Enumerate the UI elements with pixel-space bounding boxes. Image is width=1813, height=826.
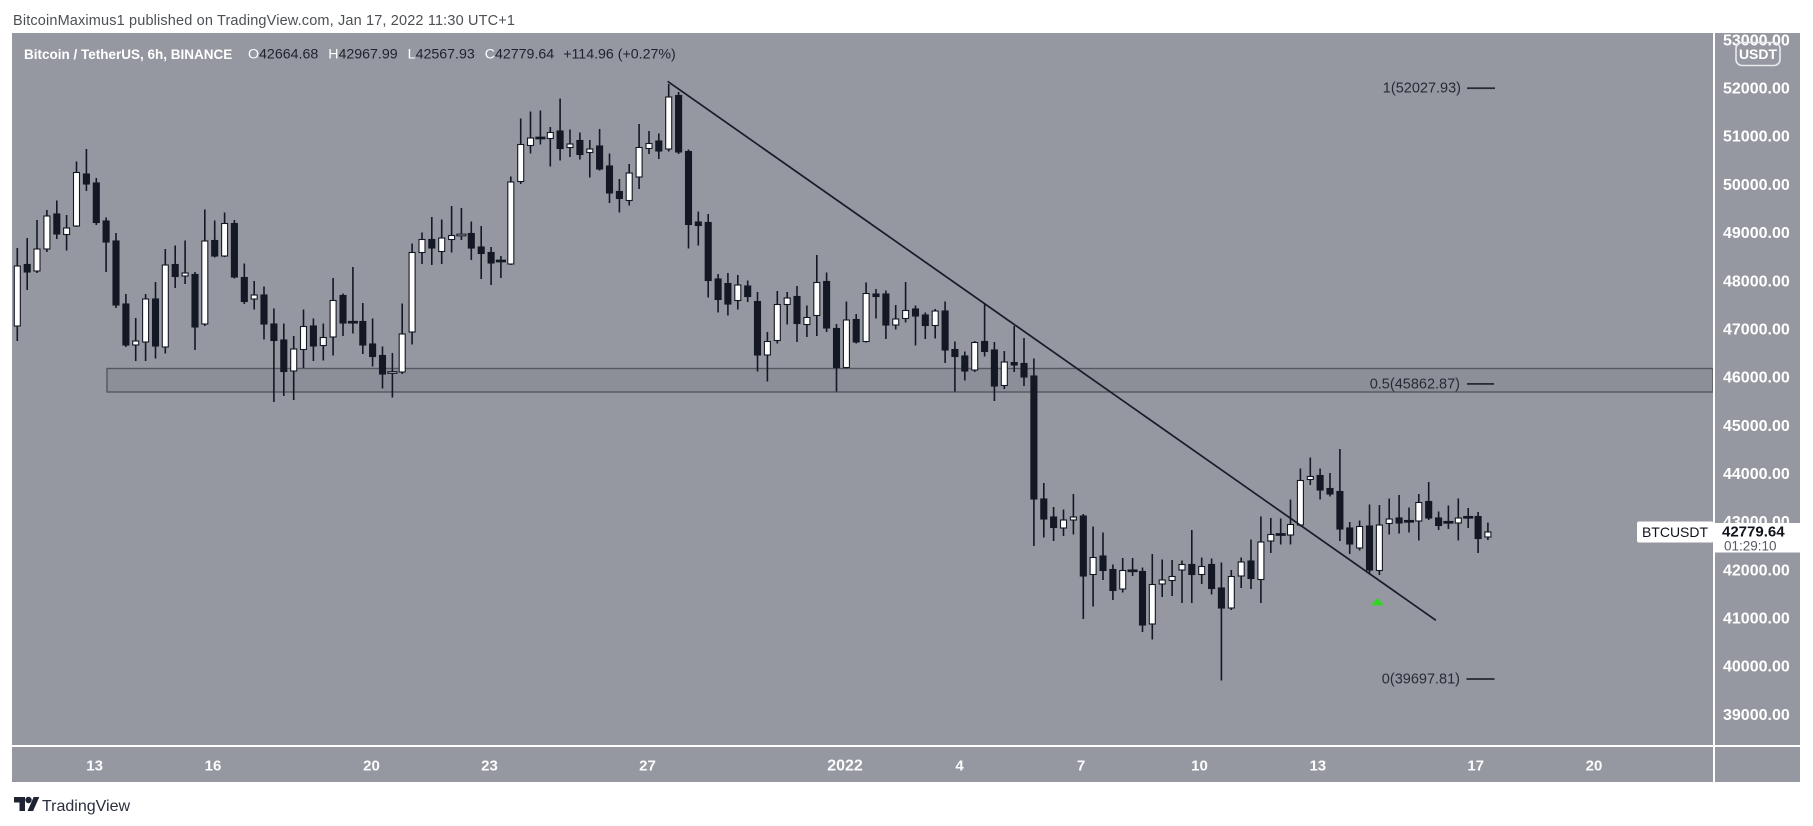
svg-text:BTCUSDT: BTCUSDT [1642,524,1709,540]
svg-text:42779.64: 42779.64 [1722,524,1785,541]
svg-text:50000.00: 50000.00 [1723,177,1790,194]
svg-text:0.5(45862.87): 0.5(45862.87) [1370,377,1460,393]
svg-text:13: 13 [1309,758,1326,775]
svg-text:42000.00: 42000.00 [1723,562,1790,579]
svg-text:BitcoinMaximus1 published on T: BitcoinMaximus1 published on TradingView… [13,13,515,29]
svg-text:48000.00: 48000.00 [1723,273,1790,290]
svg-text:16: 16 [205,758,222,775]
svg-text:1(52027.93): 1(52027.93) [1383,81,1461,97]
svg-text:20: 20 [363,758,380,775]
svg-text:TradingView: TradingView [42,798,130,815]
svg-text:17: 17 [1467,758,1484,775]
svg-text:13: 13 [86,758,103,775]
svg-text:23: 23 [481,758,498,775]
svg-text:27: 27 [639,758,656,775]
svg-text:4: 4 [955,758,964,775]
svg-text:40000.00: 40000.00 [1723,659,1790,676]
svg-text:41000.00: 41000.00 [1723,611,1790,628]
svg-text:51000.00: 51000.00 [1723,129,1790,146]
svg-text:52000.00: 52000.00 [1723,81,1790,98]
svg-text:44000.00: 44000.00 [1723,466,1790,483]
svg-text:7: 7 [1077,758,1085,775]
svg-text:46000.00: 46000.00 [1723,370,1790,387]
svg-text:0(39697.81): 0(39697.81) [1382,672,1460,688]
svg-text:39000.00: 39000.00 [1723,707,1790,724]
svg-text:45000.00: 45000.00 [1723,418,1790,435]
svg-text:01:29:10: 01:29:10 [1724,539,1777,554]
svg-text:49000.00: 49000.00 [1723,225,1790,242]
svg-text:53000.00: 53000.00 [1723,32,1790,49]
svg-text:47000.00: 47000.00 [1723,322,1790,339]
svg-text:USDT: USDT [1739,46,1778,62]
svg-text:10: 10 [1191,758,1208,775]
svg-text:20: 20 [1586,758,1603,775]
svg-text:Bitcoin / TetherUS, 6h, BINANC: Bitcoin / TetherUS, 6h, BINANCE [24,47,232,62]
svg-text:2022: 2022 [827,758,863,775]
